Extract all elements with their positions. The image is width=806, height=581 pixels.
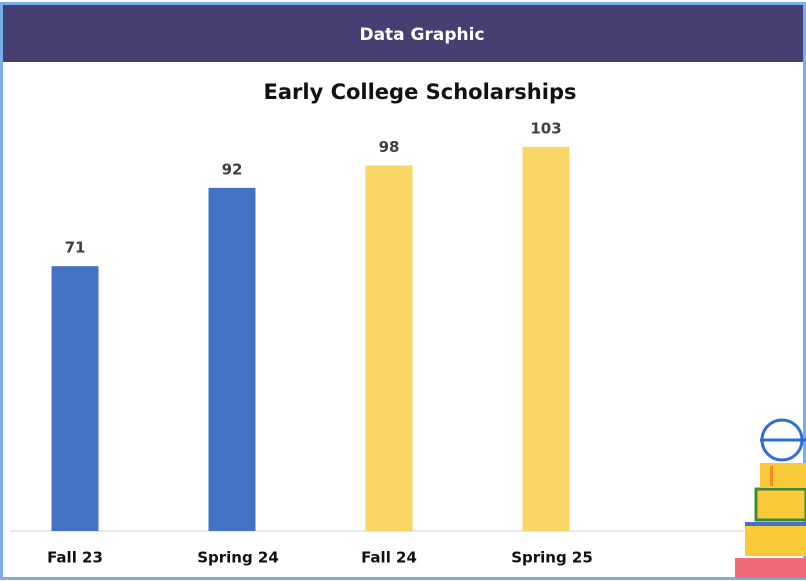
chart-title: Early College Scholarships <box>264 80 577 104</box>
data-label: 98 <box>379 138 400 156</box>
book-stripe <box>770 466 773 486</box>
data-label: 71 <box>65 239 86 257</box>
book-edge <box>745 522 806 526</box>
data-label: 103 <box>530 119 561 137</box>
book <box>760 463 806 488</box>
x-tick-label: Fall 24 <box>361 549 417 567</box>
data-label: 92 <box>222 160 243 178</box>
bar <box>209 188 256 531</box>
x-tick-label: Fall 23 <box>47 549 103 567</box>
book <box>756 489 806 520</box>
x-tick-label: Spring 24 <box>197 549 279 567</box>
x-tick-label: Spring 25 <box>511 549 593 567</box>
book <box>735 558 806 578</box>
screen: Data Graphic Early College Scholarships … <box>0 0 806 581</box>
bar <box>52 266 99 531</box>
book <box>745 526 806 556</box>
header-title: Data Graphic <box>359 25 484 45</box>
bar <box>366 165 413 531</box>
bar <box>523 147 570 531</box>
